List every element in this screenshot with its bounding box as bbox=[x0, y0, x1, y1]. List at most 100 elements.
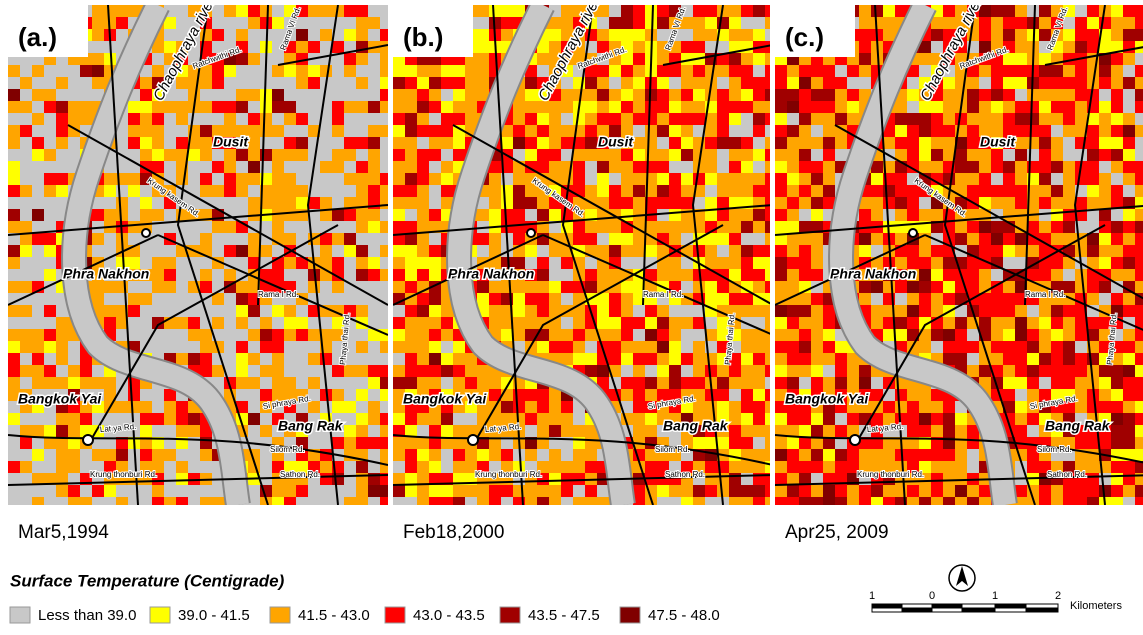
heat-cell bbox=[405, 149, 417, 161]
heat-cell bbox=[356, 485, 368, 497]
heat-cell bbox=[729, 389, 741, 401]
heat-cell bbox=[417, 485, 429, 497]
heat-cell bbox=[835, 485, 847, 497]
heat-cell bbox=[1111, 53, 1123, 65]
heat-cell bbox=[955, 161, 967, 173]
heat-cell bbox=[477, 245, 489, 257]
heat-cell bbox=[585, 365, 597, 377]
heat-cell bbox=[296, 113, 308, 125]
heat-cell bbox=[681, 185, 693, 197]
heat-cell bbox=[68, 497, 80, 509]
heat-cell bbox=[657, 497, 669, 509]
heat-cell bbox=[967, 185, 979, 197]
heat-cell bbox=[847, 89, 859, 101]
heat-cell bbox=[585, 485, 597, 497]
heat-cell bbox=[1015, 53, 1027, 65]
heat-cell bbox=[741, 209, 753, 221]
heat-cell bbox=[931, 125, 943, 137]
heat-cell bbox=[549, 425, 561, 437]
heat-cell bbox=[561, 89, 573, 101]
heat-cell bbox=[753, 185, 765, 197]
heat-cell bbox=[296, 353, 308, 365]
heat-cell bbox=[332, 437, 344, 449]
heat-cell bbox=[248, 17, 260, 29]
heat-cell bbox=[991, 185, 1003, 197]
heat-cell bbox=[380, 245, 392, 257]
heat-cell bbox=[681, 377, 693, 389]
heat-cell bbox=[188, 161, 200, 173]
heat-cell bbox=[621, 197, 633, 209]
heat-cell bbox=[1039, 185, 1051, 197]
heat-cell bbox=[525, 485, 537, 497]
heat-cell bbox=[1039, 173, 1051, 185]
heat-cell bbox=[681, 125, 693, 137]
heat-cell bbox=[1075, 497, 1087, 509]
heat-cell bbox=[429, 161, 441, 173]
heat-cell bbox=[609, 161, 621, 173]
heat-cell bbox=[775, 269, 787, 281]
heat-cell bbox=[621, 233, 633, 245]
heat-cell bbox=[847, 485, 859, 497]
heat-cell bbox=[811, 269, 823, 281]
heat-cell bbox=[537, 125, 549, 137]
heat-cell bbox=[919, 497, 931, 509]
legend-swatch bbox=[270, 607, 290, 623]
heat-cell bbox=[657, 317, 669, 329]
heat-cell bbox=[356, 293, 368, 305]
heat-cell bbox=[1099, 197, 1111, 209]
heat-cell bbox=[753, 269, 765, 281]
heat-cell bbox=[56, 125, 68, 137]
heat-cell bbox=[1087, 5, 1099, 17]
heat-cell bbox=[188, 485, 200, 497]
heat-cell bbox=[236, 197, 248, 209]
heat-cell bbox=[645, 317, 657, 329]
heat-cell bbox=[393, 317, 405, 329]
heat-cell bbox=[513, 101, 525, 113]
heat-cell bbox=[1135, 281, 1143, 293]
heat-cell bbox=[56, 149, 68, 161]
heat-cell bbox=[405, 65, 417, 77]
heat-cell bbox=[1135, 161, 1143, 173]
heat-cell bbox=[344, 473, 356, 485]
heat-cell bbox=[1015, 341, 1027, 353]
heat-cell bbox=[741, 233, 753, 245]
heat-cell bbox=[835, 65, 847, 77]
heat-cell bbox=[549, 245, 561, 257]
heat-cell bbox=[176, 113, 188, 125]
heat-cell bbox=[44, 233, 56, 245]
heat-cell bbox=[871, 485, 883, 497]
heat-cell bbox=[56, 461, 68, 473]
heat-cell bbox=[44, 305, 56, 317]
heat-cell bbox=[116, 209, 128, 221]
heat-cell bbox=[979, 317, 991, 329]
heat-cell bbox=[1123, 65, 1135, 77]
heat-cell bbox=[729, 161, 741, 173]
heat-cell bbox=[1015, 113, 1027, 125]
heat-cell bbox=[56, 317, 68, 329]
heat-cell bbox=[537, 497, 549, 509]
heat-cell bbox=[729, 17, 741, 29]
heat-cell bbox=[1123, 137, 1135, 149]
heat-cell bbox=[272, 377, 284, 389]
heat-cell bbox=[284, 101, 296, 113]
heat-cell bbox=[811, 377, 823, 389]
heat-cell bbox=[717, 197, 729, 209]
heat-cell bbox=[248, 257, 260, 269]
heat-cell bbox=[164, 293, 176, 305]
heat-cell bbox=[1015, 77, 1027, 89]
heat-cell bbox=[477, 485, 489, 497]
heat-cell bbox=[188, 413, 200, 425]
heat-cell bbox=[140, 425, 152, 437]
heat-cell bbox=[537, 137, 549, 149]
heat-cell bbox=[296, 497, 308, 509]
heat-cell bbox=[967, 269, 979, 281]
heat-cell bbox=[775, 113, 787, 125]
place-label: Dusit bbox=[980, 134, 1016, 150]
heat-cell bbox=[979, 185, 991, 197]
heat-cell bbox=[116, 449, 128, 461]
place-label: Phra Nakhon bbox=[448, 266, 534, 282]
heat-cell bbox=[1111, 125, 1123, 137]
heat-cell bbox=[1123, 173, 1135, 185]
heat-cell bbox=[787, 173, 799, 185]
heat-cell bbox=[116, 329, 128, 341]
